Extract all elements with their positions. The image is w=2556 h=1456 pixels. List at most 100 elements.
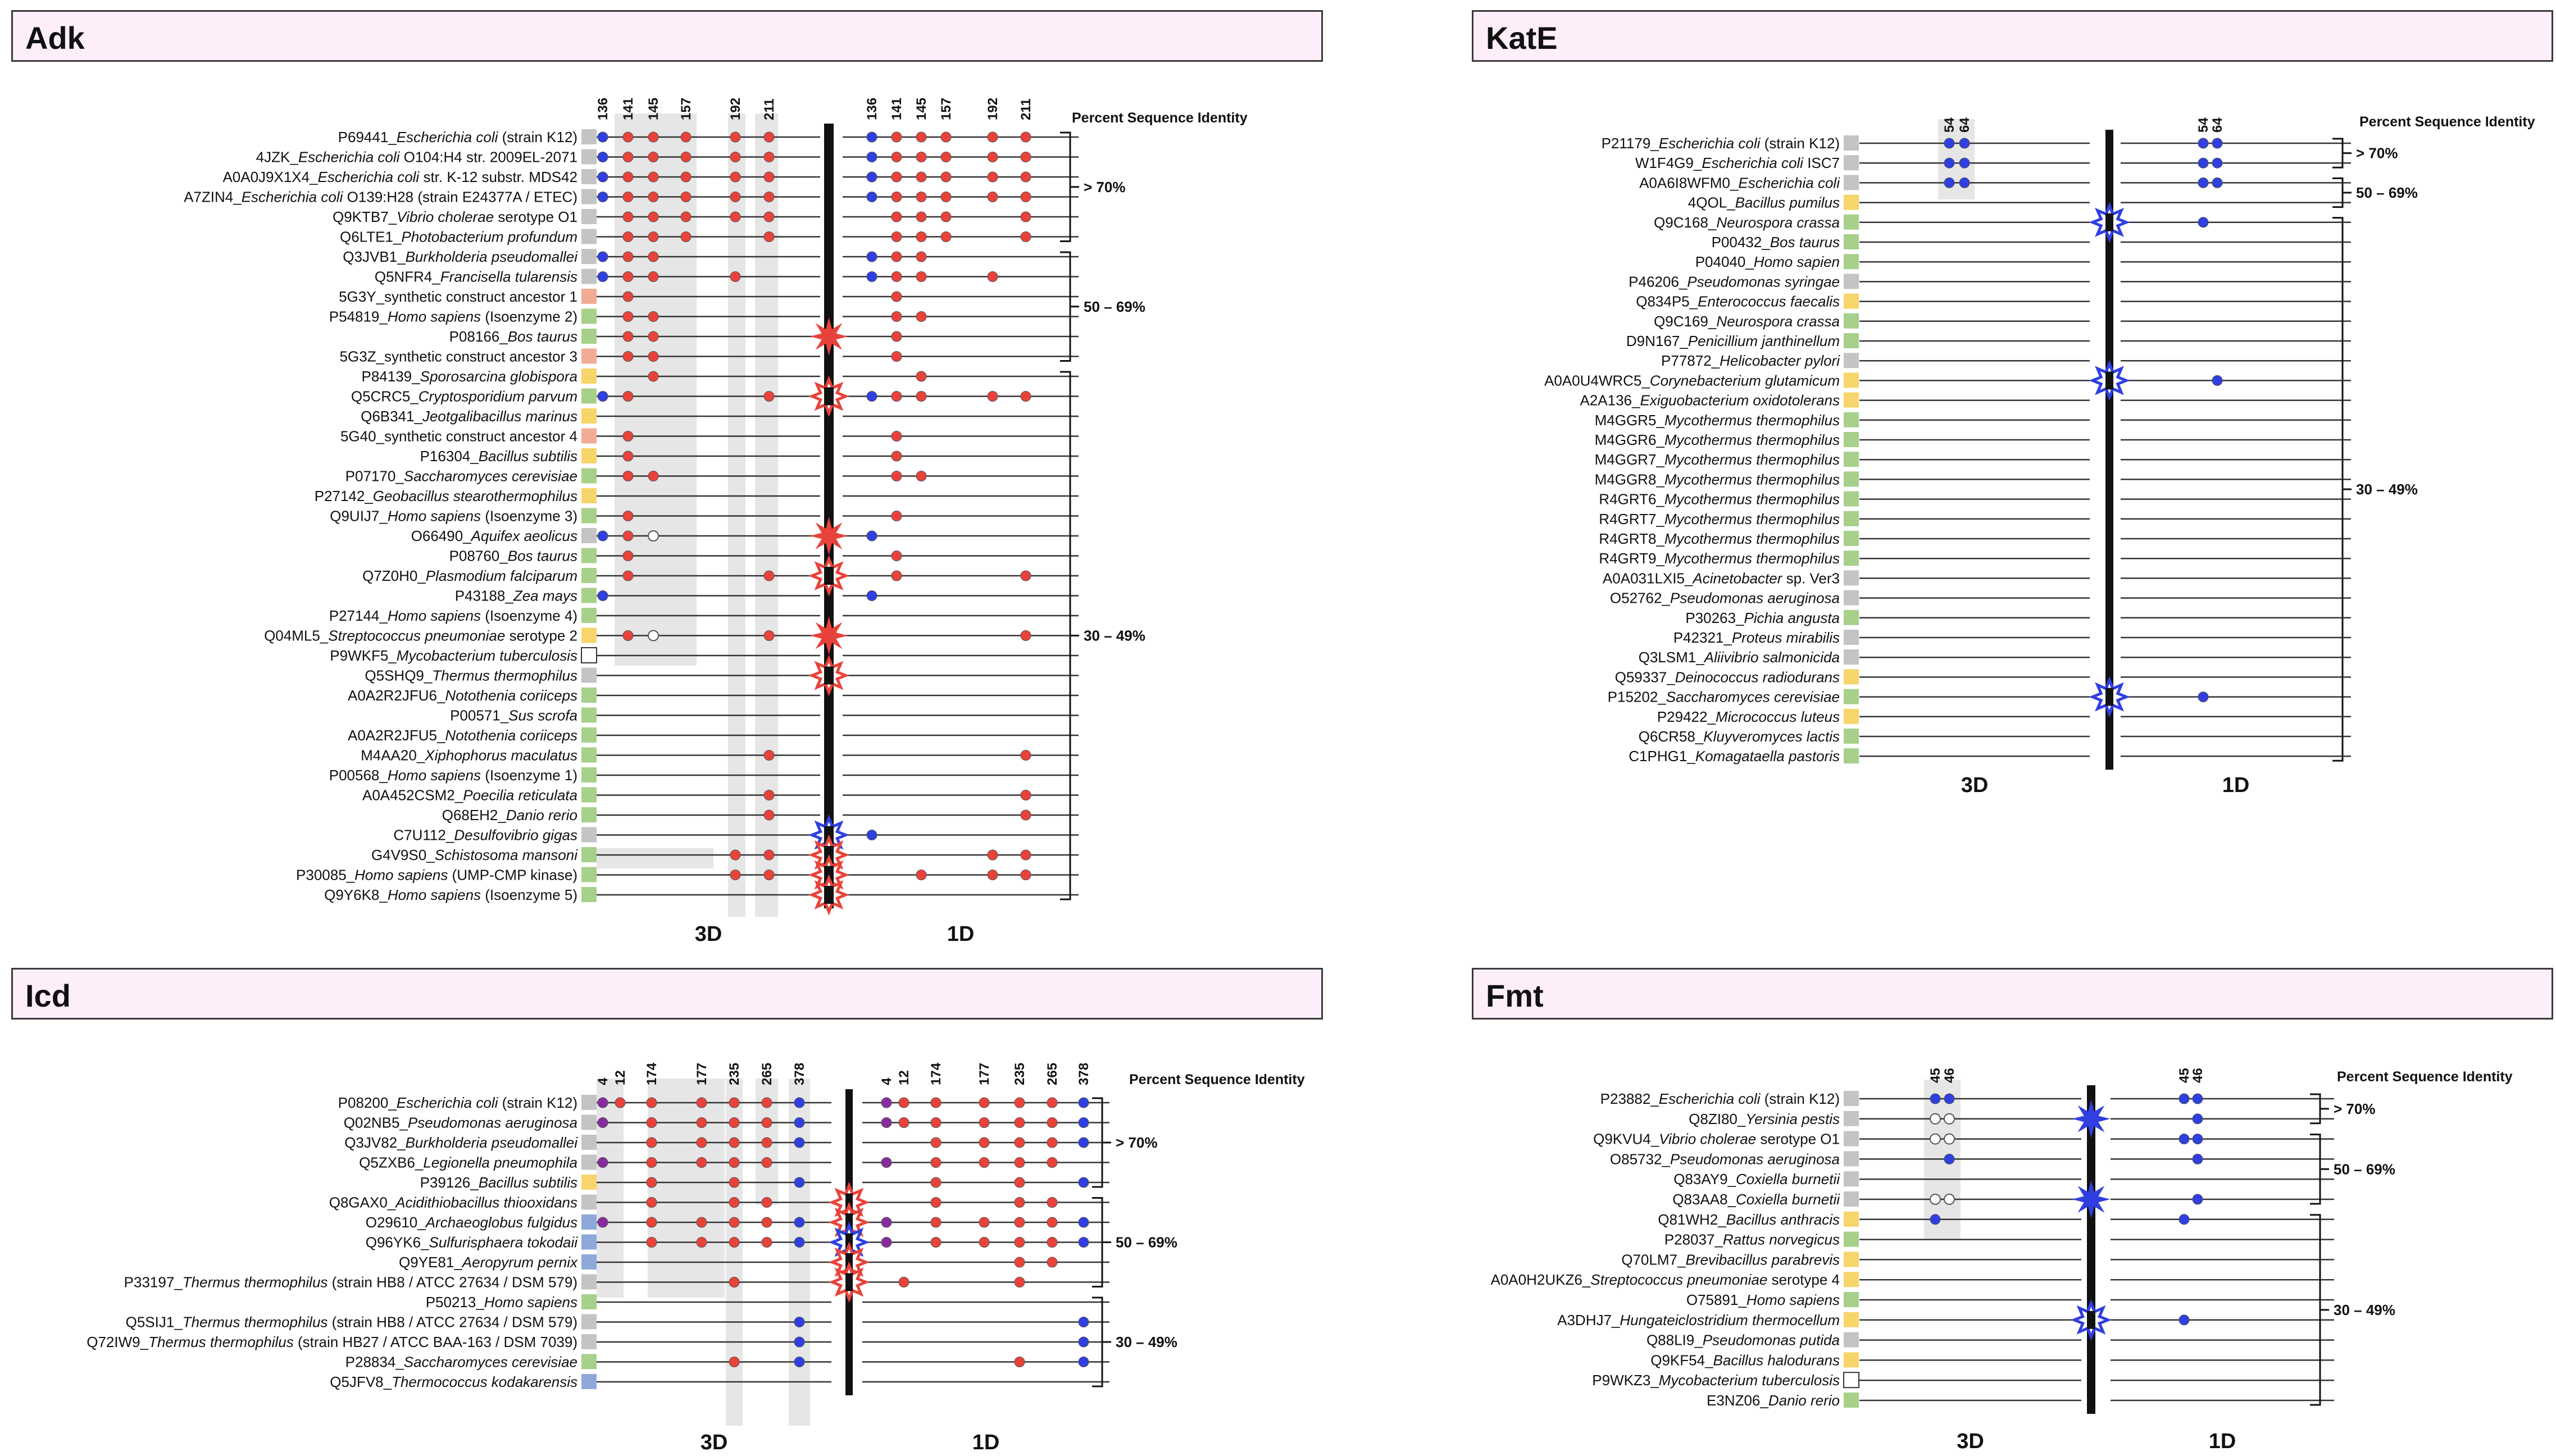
mutation-dot-1d	[987, 870, 998, 880]
mutation-dot-1d	[930, 1237, 942, 1248]
panel-title: Adk	[25, 20, 85, 56]
mutation-dot-3d	[729, 1217, 740, 1228]
mutation-dot-3d	[794, 1357, 805, 1367]
mutation-dot-1d	[2192, 1153, 2203, 1164]
mutation-dot-1d	[891, 351, 902, 362]
taxon-square	[1844, 274, 1859, 289]
mutation-dot-1d	[930, 1217, 942, 1228]
mutation-dot-1d	[866, 530, 877, 542]
footer-1d: 1D	[2209, 1430, 2236, 1453]
row-Q8ZI80: Q8ZI80_Yersinia pestis	[1689, 1099, 2334, 1138]
mutation-dot-3d	[729, 1357, 740, 1367]
mutation-dot-3d	[622, 331, 634, 342]
taxon-square	[1844, 708, 1859, 724]
taxon-square	[581, 1254, 597, 1270]
mutation-dot-3d	[763, 809, 775, 821]
row-Q5JFV8: Q5JFV8_Thermococcus kodakarensis	[330, 1373, 1109, 1390]
mutation-dot-3d	[696, 1217, 707, 1228]
mutation-dot-1d	[916, 192, 927, 202]
position-label-3d: 45	[1928, 1068, 1943, 1083]
divider-bar	[2105, 130, 2113, 770]
taxon-square	[1844, 452, 1859, 467]
percent-identity-header: Percent Sequence Identity	[2359, 114, 2535, 130]
row-label: Q02NB5_Pseudomonas aeruginosa	[344, 1114, 577, 1131]
row-label: Q9UIJ7_Homo sapiens (Isoenzyme 3)	[330, 508, 577, 525]
row-P9WKF5: P9WKF5_Mycobacterium tuberculosis	[330, 647, 1079, 664]
mutation-dot-3d	[648, 192, 659, 202]
taxon-square	[581, 1294, 597, 1309]
mutation-dot-1d	[1014, 1177, 1025, 1188]
group-label: > 70%	[1084, 179, 1125, 195]
mutation-dot-1d	[891, 152, 902, 162]
mutation-dot-3d	[696, 1137, 707, 1148]
position-label-1d: 174	[929, 1062, 944, 1085]
solid-star-marker	[809, 616, 848, 655]
mutation-dot-3d	[730, 152, 741, 162]
taxon-square	[581, 548, 597, 563]
row-label: P00432_Bos taurus	[1712, 234, 1840, 251]
shade-region	[648, 1079, 725, 1298]
row-label: P69441_Escherichia coli (strain K12)	[338, 129, 577, 145]
row-label: P46206_Pseudomonas syringae	[1629, 273, 1840, 290]
row-Q3JVB1: Q3JVB1_Burkholderia pseudomallei	[343, 248, 1079, 265]
mutation-dot-1d	[1020, 391, 1031, 402]
row-label: Q6CR58_Kluyveromyces lactis	[1639, 728, 1840, 745]
row-O66490: O66490_Aquifex aeolicus	[411, 517, 1079, 555]
taxon-square	[581, 1354, 597, 1369]
row-E3NZ06: E3NZ06_Danio rerio	[1707, 1392, 2334, 1409]
footer-3d: 3D	[1961, 774, 1989, 797]
mutation-dot-1d	[891, 311, 902, 322]
mutation-dot-1d	[2198, 157, 2209, 169]
group-bracket	[2332, 138, 2352, 169]
mutation-dot-1d	[1014, 1357, 1025, 1367]
mutation-dot-3d	[646, 1237, 657, 1248]
row-R4GRT9: R4GRT9_Mycothermus thermophilus	[1599, 550, 2351, 567]
taxon-square	[1844, 1091, 1859, 1106]
mutation-dot-3d	[646, 1197, 657, 1208]
mutation-dot-3d	[648, 271, 659, 282]
group-bracket	[1092, 1097, 1111, 1188]
panel-header-adk: Adk	[11, 10, 1323, 62]
star-divider-segment	[845, 1273, 853, 1291]
mutation-dot-1d	[987, 271, 998, 282]
row-R4GRT7: R4GRT7_Mycothermus thermophilus	[1599, 511, 2351, 527]
row-label: P07170_Saccharomyces cerevisiae	[345, 468, 577, 485]
row-label: 5G3Z_synthetic construct ancestor 3	[340, 348, 577, 365]
mutation-dot-1d	[898, 1097, 909, 1108]
taxon-square	[581, 1314, 597, 1330]
taxon-square	[1844, 630, 1859, 645]
group-label: 30 – 49%	[1116, 1334, 1177, 1350]
mutation-dot-3d	[729, 1117, 740, 1128]
row-label: Q9KTB7_Vibrio cholerae serotype O1	[333, 208, 577, 225]
mutation-dot-1d	[1047, 1137, 1058, 1148]
row-A0A0U4WRC5: A0A0U4WRC5_Corynebacterium glutamicum	[1544, 360, 2351, 402]
taxon-square	[581, 1135, 597, 1150]
mutation-dot-3d	[646, 1117, 657, 1128]
row-P23882: P23882_Escherichia coli (strain K12)	[1600, 1090, 2334, 1107]
group-label: 50 – 69%	[1084, 298, 1145, 315]
mutation-dot-1d	[891, 570, 902, 581]
row-Q3LSM1: Q3LSM1_Aliivibrio salmonicida	[1639, 649, 2351, 666]
mutation-dot-3d	[597, 251, 608, 262]
mutation-dot-1d	[1047, 1097, 1058, 1108]
mutation-dot-3d	[597, 1097, 608, 1108]
row-A0A0J9X1X4: A0A0J9X1X4_Escherichia coli str. K-12 su…	[222, 169, 1079, 185]
row-Q9KF54: Q9KF54_Bacillus halodurans	[1650, 1352, 2334, 1368]
row-Q9C168: Q9C168_Neurospora crassa	[1654, 202, 2351, 243]
mutation-dot-1d	[2198, 691, 2209, 703]
row-label: P08166_Bos taurus	[449, 328, 577, 345]
taxon-square	[1844, 748, 1859, 764]
group-label: 30 – 49%	[1084, 627, 1145, 644]
mutation-dot-3d	[615, 1097, 626, 1108]
mutation-dot-1d	[2212, 177, 2223, 188]
footer-3d: 3D	[701, 1431, 728, 1454]
taxon-square	[581, 1234, 597, 1250]
row-label: Q834P5_Enterococcus faecalis	[1636, 293, 1840, 310]
mutation-dot-1d	[916, 471, 927, 481]
mutation-dot-1d	[930, 1097, 942, 1108]
mutation-dot-1d	[930, 1137, 942, 1148]
row-label: A2A136_Exiguobacterium oxidotolerans	[1580, 392, 1840, 409]
mutation-dot-3d	[597, 131, 608, 143]
row-label: P30263_Pichia angusta	[1685, 609, 1840, 626]
mutation-dot-3d	[763, 171, 775, 183]
